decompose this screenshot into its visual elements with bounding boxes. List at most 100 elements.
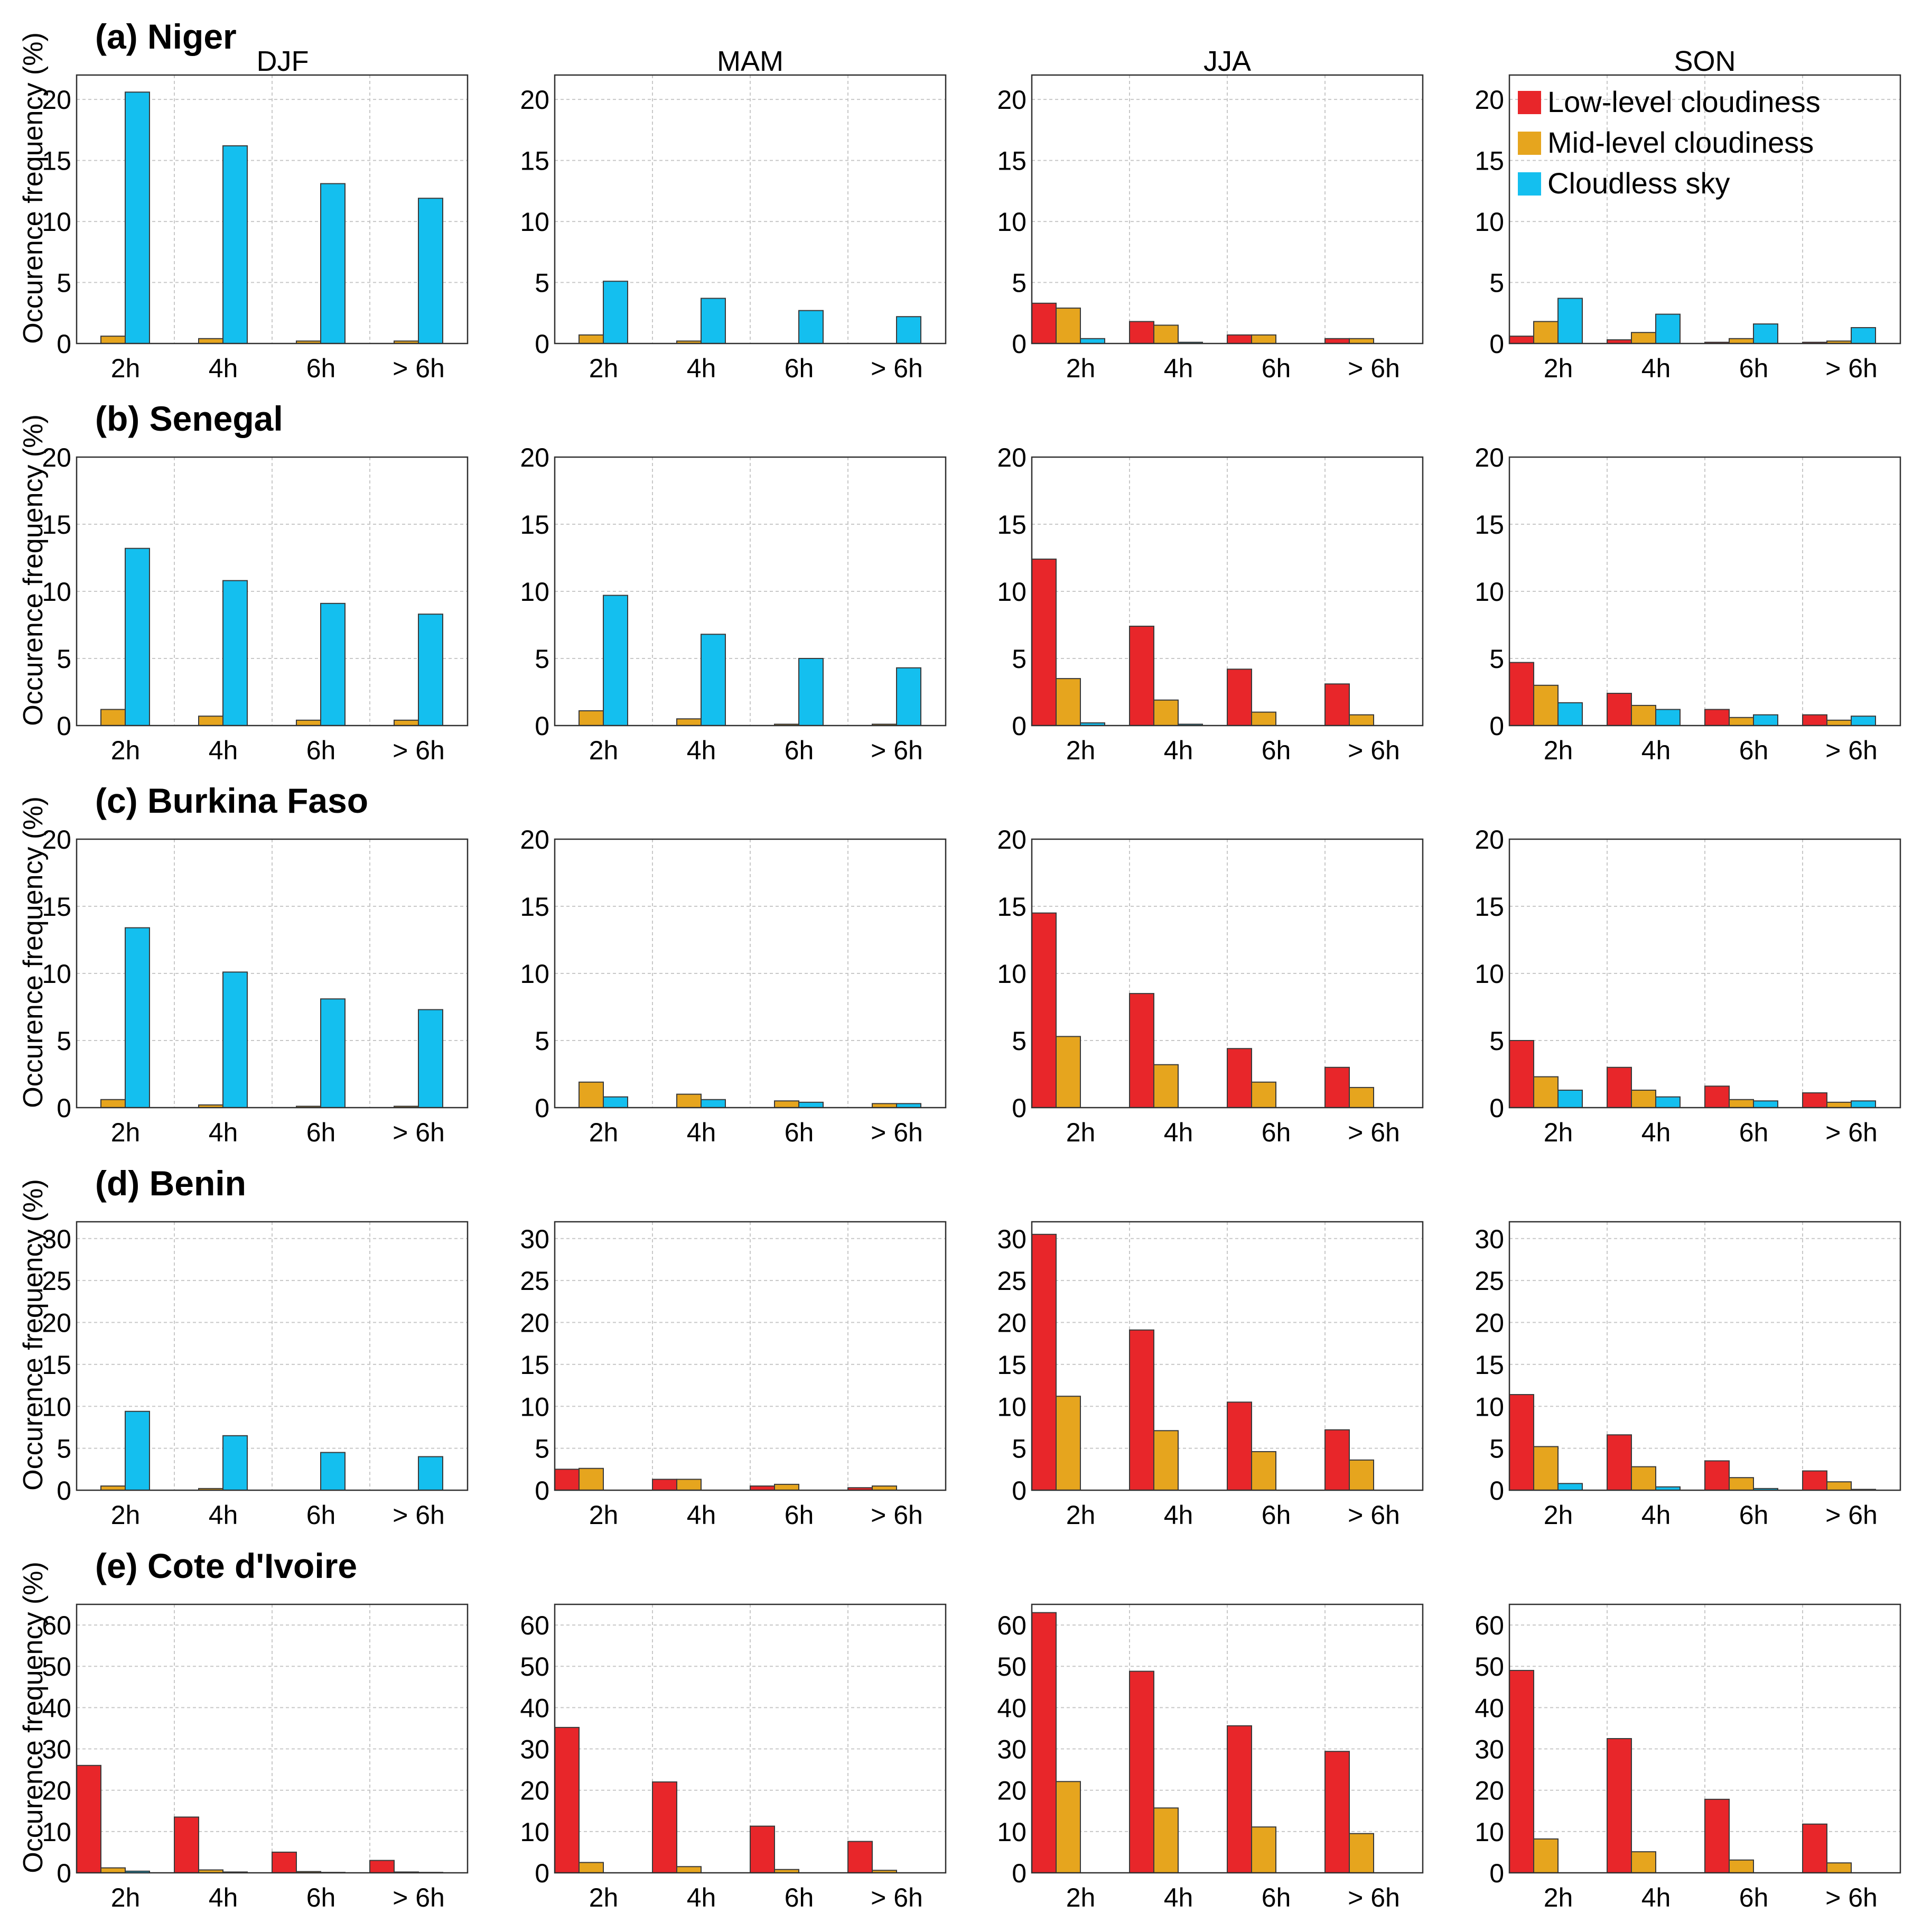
- bar-cloudless-sky-6h: [1851, 1100, 1876, 1109]
- bar-cloudless-sky-6h: [320, 1452, 346, 1491]
- y-tick-label: 15: [997, 1350, 1027, 1380]
- bar-low-level-cloudiness-6h: [1802, 1470, 1827, 1491]
- panel-burkina-faso-son: 0 5 10 15 20 2h 4h 6h > 6h: [1475, 825, 1901, 1147]
- y-tick-label: 10: [42, 1392, 71, 1422]
- y-tick-label: 20: [1475, 443, 1504, 472]
- y-tick-label: 40: [997, 1693, 1027, 1723]
- y-tick-label: 0: [1012, 1859, 1027, 1888]
- bar-low-level-cloudiness-4h: [1607, 1738, 1632, 1873]
- bar-cloudless-sky-4h: [222, 1435, 248, 1491]
- panel-cote-d-ivoire-jja: 0 10 20 30 40 50 60 2h 4h 6h > 6h: [997, 1603, 1424, 1912]
- bar-mid-level-cloudiness-4h: [1153, 699, 1179, 726]
- bar-mid-level-cloudiness-6h: [1826, 719, 1852, 726]
- bar-mid-level-cloudiness-6h: [1251, 1081, 1276, 1108]
- bar-low-level-cloudiness-6h: [847, 1841, 873, 1873]
- bar-low-level-cloudiness-2h: [1509, 1040, 1534, 1108]
- x-tick-label: 4h: [209, 1883, 238, 1912]
- y-tick-label: 0: [1012, 1093, 1027, 1123]
- bar-cloudless-sky-6h: [798, 310, 824, 344]
- x-tick-label: > 6h: [871, 354, 923, 383]
- y-tick-label: 50: [42, 1652, 71, 1682]
- y-tick-label: 20: [520, 1308, 549, 1338]
- bar-low-level-cloudiness-4h: [1607, 1434, 1632, 1491]
- bar-cloudless-sky-4h: [701, 298, 726, 345]
- y-tick-label: 15: [42, 510, 71, 540]
- panel-benin-mam: 0 5 10 15 20 25 30 2h 4h 6h > 6h: [520, 1221, 947, 1530]
- bar-cloudless-sky-4h: [1655, 709, 1681, 727]
- bar-low-level-cloudiness-6h: [750, 1825, 775, 1873]
- y-tick-label: 10: [997, 1392, 1027, 1422]
- bar-mid-level-cloudiness-2h: [100, 336, 126, 344]
- x-tick-label: 4h: [1641, 354, 1671, 383]
- bar-mid-level-cloudiness-2h: [579, 334, 604, 345]
- bar-mid-level-cloudiness-6h: [1251, 1826, 1276, 1874]
- x-tick-label: 4h: [1641, 736, 1671, 765]
- legend-swatch-low-level-cloudiness: [1518, 91, 1541, 114]
- y-tick-label: 0: [1489, 329, 1504, 359]
- y-tick-label: 10: [1475, 1392, 1504, 1422]
- bar-cloudless-sky-2h: [603, 281, 628, 345]
- y-tick-label: 20: [520, 825, 549, 854]
- x-tick-label: 6h: [785, 736, 814, 765]
- x-tick-label: 6h: [1739, 1118, 1769, 1147]
- bar-cloudless-sky-2h: [603, 595, 628, 726]
- season-header-mam: MAM: [717, 45, 783, 77]
- panel-frame: [1031, 456, 1424, 727]
- y-tick-label: 10: [520, 1817, 549, 1847]
- x-tick-label: > 6h: [1825, 1883, 1878, 1912]
- bar-low-level-cloudiness-6h: [1802, 1092, 1827, 1109]
- x-tick-label: 4h: [209, 1118, 238, 1147]
- x-tick-label: 6h: [1739, 1500, 1769, 1530]
- y-tick-label: 10: [42, 1817, 71, 1847]
- x-tick-label: 4h: [1641, 1500, 1671, 1530]
- bar-mid-level-cloudiness-4h: [676, 1479, 702, 1491]
- bar-mid-level-cloudiness-2h: [579, 1081, 604, 1108]
- y-tick-label: 5: [1012, 1026, 1027, 1056]
- panel-benin-djf: 0 5 10 15 20 25 30 2h 4h 6h > 6h: [42, 1221, 469, 1530]
- y-tick-label: 50: [520, 1652, 549, 1682]
- bar-mid-level-cloudiness-4h: [676, 1093, 702, 1109]
- bar-mid-level-cloudiness-2h: [579, 1467, 604, 1491]
- y-tick-label: 0: [57, 711, 71, 741]
- bar-low-level-cloudiness-2h: [1031, 559, 1057, 727]
- bar-low-level-cloudiness-2h: [1031, 1233, 1057, 1491]
- x-tick-label: 2h: [1066, 1500, 1096, 1530]
- bar-mid-level-cloudiness-4h: [1631, 1466, 1656, 1491]
- y-tick-label: 25: [520, 1266, 549, 1296]
- bar-mid-level-cloudiness-2h: [1533, 1076, 1559, 1108]
- bar-mid-level-cloudiness-6h: [1349, 1459, 1374, 1491]
- y-tick-label: 10: [1475, 959, 1504, 989]
- panel-cote-d-ivoire-mam: 0 10 20 30 40 50 60 2h 4h 6h > 6h: [520, 1603, 947, 1912]
- bar-mid-level-cloudiness-6h: [394, 719, 419, 726]
- x-tick-label: 6h: [1262, 1883, 1291, 1912]
- bar-cloudless-sky-4h: [222, 971, 248, 1108]
- bar-cloudless-sky-6h: [320, 183, 346, 344]
- x-tick-label: 4h: [687, 736, 716, 765]
- y-tick-label: 20: [42, 825, 71, 854]
- bar-cloudless-sky-2h: [125, 547, 150, 726]
- y-tick-label: 30: [42, 1224, 71, 1254]
- y-tick-label: 15: [520, 892, 549, 922]
- bar-cloudless-sky-2h: [1557, 298, 1583, 345]
- row-title-burkina-faso: (c) Burkina Faso: [95, 781, 368, 820]
- bar-cloudless-sky-6h: [418, 1456, 443, 1491]
- x-tick-label: 6h: [785, 1500, 814, 1530]
- panel-benin-son: 0 5 10 15 20 25 30 2h 4h 6h > 6h: [1475, 1221, 1901, 1530]
- panel-frame: [76, 1221, 469, 1491]
- y-tick-label: 0: [57, 329, 71, 359]
- bar-mid-level-cloudiness-6h: [1826, 1862, 1852, 1874]
- bar-cloudless-sky-6h: [798, 658, 824, 726]
- x-tick-label: 4h: [1641, 1118, 1671, 1147]
- y-axis-label-cote-d-ivoire: Occurence frequency (%): [18, 1562, 49, 1873]
- bar-low-level-cloudiness-2h: [1031, 302, 1057, 344]
- x-tick-label: 4h: [687, 354, 716, 383]
- y-tick-label: 20: [997, 825, 1027, 854]
- bar-mid-level-cloudiness-2h: [1533, 1838, 1559, 1873]
- x-tick-label: 6h: [306, 736, 336, 765]
- bar-low-level-cloudiness-6h: [1227, 1048, 1252, 1108]
- x-tick-label: 2h: [1544, 354, 1573, 383]
- panel-niger-mam: 0 5 10 15 20 2h 4h 6h > 6h: [520, 74, 947, 383]
- bar-cloudless-sky-4h: [222, 145, 248, 344]
- y-tick-label: 30: [520, 1224, 549, 1254]
- bar-cloudless-sky-6h: [896, 667, 921, 727]
